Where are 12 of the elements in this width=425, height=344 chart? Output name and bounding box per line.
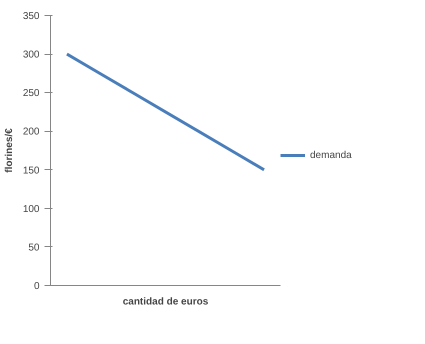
y-tick-label: 200 bbox=[22, 126, 40, 138]
y-tick-label: 0 bbox=[34, 281, 40, 292]
y-tick-label: 250 bbox=[22, 88, 40, 100]
y-tick-label: 150 bbox=[22, 165, 40, 176]
x-axis-title: cantidad de euros bbox=[122, 296, 209, 308]
legend-label: demanda bbox=[310, 150, 352, 160]
line-series bbox=[65, 52, 266, 172]
y-tick-label: 350 bbox=[22, 11, 40, 22]
y-tick-label: 50 bbox=[28, 242, 40, 254]
y-tick-label: 100 bbox=[22, 204, 40, 215]
y-tick-label: 300 bbox=[22, 50, 40, 61]
y-axis-title: florines/€ bbox=[4, 128, 15, 173]
